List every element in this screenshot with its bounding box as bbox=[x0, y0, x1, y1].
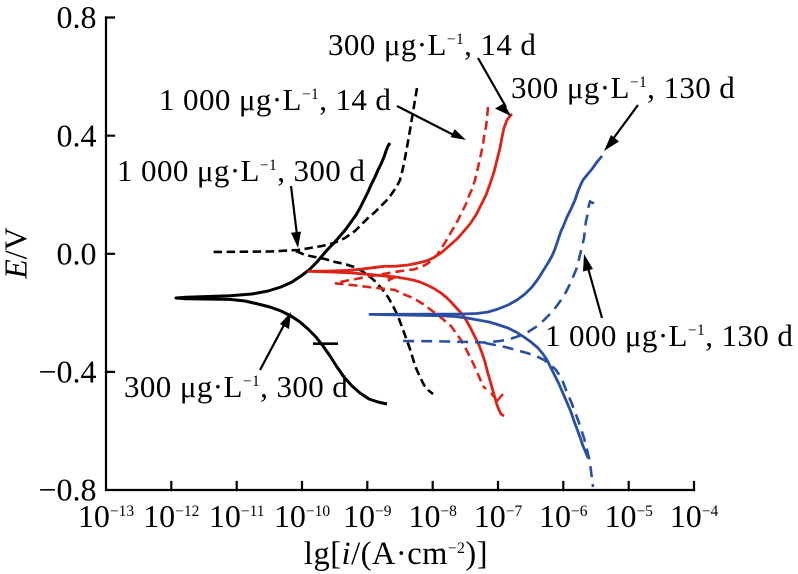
svg-text:E/V: E/V bbox=[0, 227, 34, 280]
svg-text:−0.4: −0.4 bbox=[38, 354, 96, 390]
svg-text:1 000 μg·L−1, 300 d: 1 000 μg·L−1, 300 d bbox=[117, 153, 365, 188]
svg-text:1 000 μg·L−1, 130 d: 1 000 μg·L−1, 130 d bbox=[545, 318, 793, 353]
svg-text:10−5: 10−5 bbox=[604, 498, 653, 534]
svg-text:300 μg·L−1, 130 d: 300 μg·L−1, 130 d bbox=[511, 70, 735, 105]
svg-text:0.0: 0.0 bbox=[57, 235, 97, 271]
svg-text:300 μg·L−1, 14 d: 300 μg·L−1, 14 d bbox=[328, 27, 536, 62]
svg-text:−0.8: −0.8 bbox=[38, 472, 96, 508]
svg-text:10−6: 10−6 bbox=[539, 498, 588, 534]
svg-text:300 μg·L−1, 300 d: 300 μg·L−1, 300 d bbox=[124, 369, 348, 404]
svg-text:1 000 μg·L−1, 14 d: 1 000 μg·L−1, 14 d bbox=[159, 82, 391, 117]
svg-text:0.4: 0.4 bbox=[57, 117, 97, 153]
svg-text:0.8: 0.8 bbox=[57, 0, 97, 35]
